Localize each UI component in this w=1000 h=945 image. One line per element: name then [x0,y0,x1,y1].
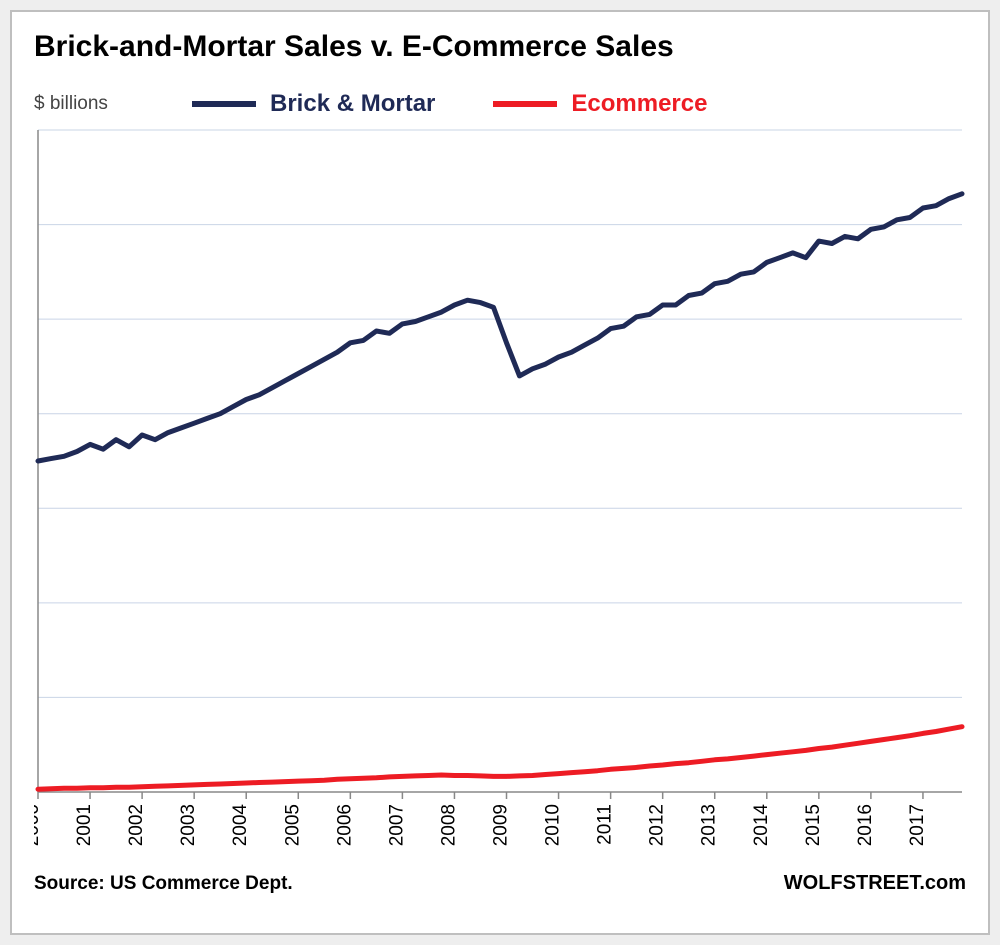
x-tick-label: 2003 [178,804,199,846]
legend-row: $ billions Brick & Mortar Ecommerce [34,90,966,118]
x-tick-label: 2011 [595,804,616,845]
plot-area: 2000 2001 2002 2003 2004 2005 2006 2007 2008 2009… [34,124,966,864]
x-tick-label: 2013 [699,804,720,846]
x-tick-label: 2012 [647,804,668,846]
x-tick-label: 2010 [543,804,564,846]
legend-swatch [192,101,256,107]
chart-card: Brick-and-Mortar Sales v. E-Commerce Sal… [10,10,990,935]
x-tick-label: 2004 [230,804,251,847]
x-tick-label: 2002 [126,804,147,846]
x-tick-label: 2001 [74,804,95,846]
series-brick_and_mortar [38,194,962,461]
x-tick-label: 2017 [907,804,928,846]
brand-label: WOLFSTREET.com [784,872,966,895]
x-tick-label: 2015 [803,804,824,846]
series-ecommerce [38,727,962,790]
x-tick-label: 2014 [751,804,772,847]
x-tick-label: 2016 [855,804,876,846]
x-tick-label: 2008 [438,804,459,846]
y-axis-label: $ billions [34,93,184,115]
x-tick-label: 2007 [386,804,407,846]
chart-title: Brick-and-Mortar Sales v. E-Commerce Sal… [34,30,966,64]
legend-label: Brick & Mortar [270,90,435,118]
legend: Brick & Mortar Ecommerce [192,90,751,118]
source-label: Source: US Commerce Dept. [34,873,293,895]
x-tick-label: 2005 [282,804,303,846]
x-tick-label: 2006 [334,804,355,846]
legend-swatch [493,101,557,107]
legend-label: Ecommerce [571,90,707,118]
chart-svg: 2000 2001 2002 2003 2004 2005 2006 2007 2008 2009… [34,124,966,864]
x-tick-label: 2009 [491,804,512,846]
x-tick-label: 2000 [34,804,43,846]
